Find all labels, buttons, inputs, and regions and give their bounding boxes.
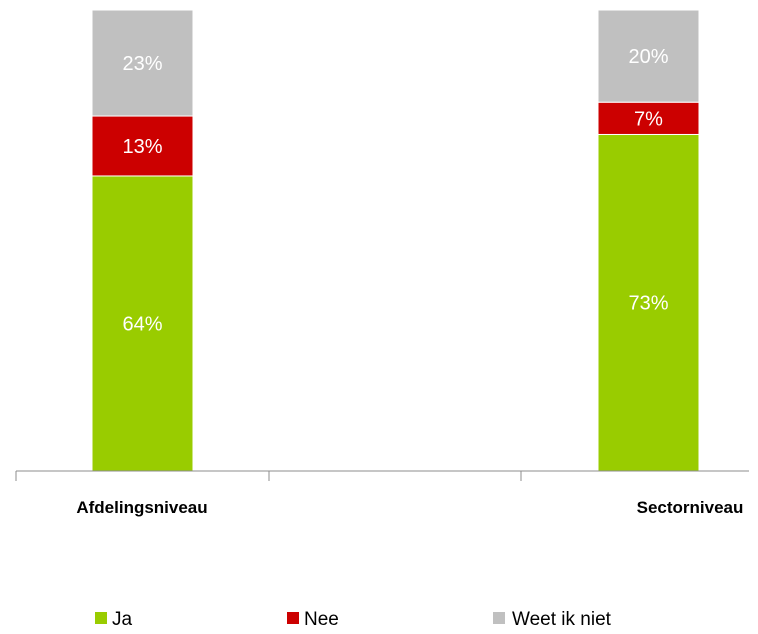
legend-swatch-nee <box>287 612 299 624</box>
bar-segment-nee <box>91 115 194 177</box>
bars-group: 64% 13% 23% 73% 7% 20% <box>91 9 700 472</box>
legend-swatch-weet-ik-niet <box>493 612 505 624</box>
category-label: Afdelingsniveau <box>76 498 207 517</box>
data-label: 7% <box>634 108 663 130</box>
bar-segment-weet-ik-niet <box>597 9 700 103</box>
legend-label-ja: Ja <box>112 609 133 630</box>
category-label: Sectorniveau <box>637 498 744 517</box>
category-labels: Afdelingsniveau Sectorniveau <box>76 498 743 517</box>
legend-label-nee: Nee <box>304 609 339 630</box>
x-axis <box>15 470 749 481</box>
bar-segment-ja <box>597 133 700 472</box>
legend-swatch-ja <box>95 612 107 624</box>
bar-segment-ja <box>91 175 194 472</box>
data-label: 13% <box>122 136 162 158</box>
bar-segment-nee <box>597 101 700 135</box>
data-label: 23% <box>122 53 162 75</box>
legend-label-weet-ik-niet: Weet ik niet <box>512 609 612 630</box>
data-label: 64% <box>122 313 162 335</box>
legend: Ja Nee Weet ik niet <box>95 609 612 630</box>
bar-segment-weet-ik-niet <box>91 9 194 117</box>
data-label: 73% <box>628 293 668 315</box>
data-label: 20% <box>628 46 668 68</box>
